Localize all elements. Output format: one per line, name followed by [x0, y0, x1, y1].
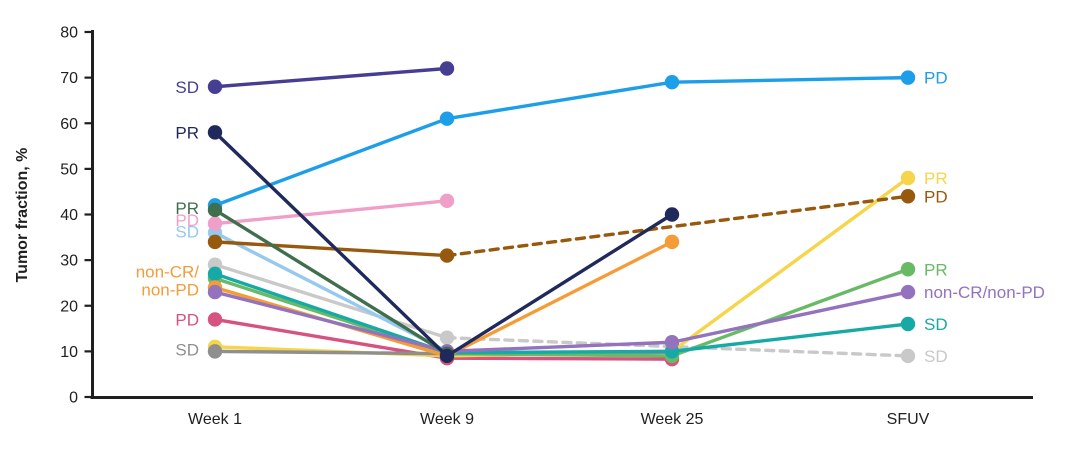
- series-line: [213, 66, 449, 89]
- x-axis-tick-label: Week 25: [641, 411, 704, 428]
- data-point: [900, 189, 916, 204]
- series-line: [445, 356, 674, 361]
- data-point: [439, 348, 455, 364]
- series-pd-brown: [207, 189, 916, 263]
- axes: 0 10 20 30 40 50 60 70 80 Week 1 Week 9 Week 25 SFUV…: [14, 25, 1033, 428]
- data-point: [900, 70, 916, 85]
- series-line: [445, 349, 674, 355]
- series-line: [670, 267, 910, 358]
- data-point: [664, 335, 680, 350]
- series-right-label: PD: [924, 69, 948, 88]
- series-left-label: PD: [175, 310, 199, 329]
- series-pr-navy: [207, 125, 680, 364]
- data-point: [439, 111, 455, 126]
- y-axis-tick-label: 30: [60, 253, 78, 270]
- series-line: [213, 116, 449, 208]
- series-line: [213, 262, 449, 340]
- series-right-label: non-CR/non-PD: [924, 283, 1045, 302]
- data-point: [664, 234, 680, 250]
- data-point: [664, 207, 680, 222]
- series-right-label: PR: [924, 260, 948, 279]
- y-axis-tick-label: 70: [60, 70, 78, 87]
- y-axis-tick-label: 50: [60, 161, 78, 178]
- y-axis-tick-label: 40: [60, 207, 78, 224]
- series-pd-pink: [207, 193, 455, 231]
- data-point: [207, 125, 223, 140]
- y-axis-title: Tumor fraction, %: [14, 148, 31, 283]
- data-point: [207, 266, 223, 282]
- series-right-label: PD: [924, 187, 948, 206]
- series-line: [670, 75, 910, 84]
- data-point: [900, 348, 916, 364]
- y-axis-tick-label: 80: [60, 25, 78, 42]
- series-line: [213, 208, 449, 356]
- data-point: [207, 234, 223, 250]
- series-left-label: PD: [175, 211, 199, 230]
- data-point: [207, 312, 223, 327]
- data-point: [664, 74, 680, 90]
- data-point: [900, 316, 916, 332]
- data-point: [900, 284, 916, 300]
- series-left-label: SD: [175, 78, 199, 97]
- series-right-label: SD: [924, 315, 948, 334]
- series-line: [213, 130, 449, 358]
- series-line: [445, 340, 674, 354]
- series-right-label: SD: [924, 347, 948, 366]
- series-left-label: non-CR/non-PD: [136, 262, 200, 299]
- data-point: [900, 170, 916, 186]
- data-point: [439, 330, 455, 345]
- data-point: [900, 262, 916, 277]
- series-noncr-nonpd-purple: [207, 284, 916, 359]
- series-pd-blue: [207, 70, 916, 213]
- data-point: [207, 202, 223, 218]
- series-line: [445, 80, 674, 121]
- series-left-label: SD: [175, 222, 199, 241]
- series-line: [213, 199, 449, 226]
- data-point: [207, 344, 223, 359]
- x-axis-tick-label: Week 1: [188, 411, 242, 428]
- data-point: [439, 61, 455, 76]
- series-left-label: PR: [175, 123, 199, 142]
- series-line: [445, 212, 674, 358]
- data-point: [207, 216, 223, 231]
- data-point: [207, 284, 223, 300]
- y-axis-tick-label: 10: [60, 344, 78, 361]
- series-line: [213, 272, 449, 355]
- series-left-label: SD: [175, 341, 199, 360]
- y-axis-tick-label: 60: [60, 116, 78, 133]
- y-axis-tick-label: 0: [69, 390, 78, 407]
- series-line: [213, 290, 449, 354]
- x-axis-tick-label: SFUV: [887, 411, 930, 428]
- series-sd-indigo: [207, 61, 455, 94]
- series-line: [213, 349, 449, 356]
- series-line: [445, 194, 910, 258]
- x-axis-tick-label: Week 9: [420, 411, 474, 428]
- series-line: [213, 240, 449, 258]
- y-axis-tick-label: 20: [60, 298, 78, 315]
- series-line: [670, 322, 910, 354]
- data-point: [207, 79, 223, 94]
- series-right-label: PR: [924, 169, 948, 188]
- data-point: [439, 193, 455, 209]
- series-line: [670, 176, 910, 354]
- series-left-label: PR: [175, 199, 199, 218]
- series-line: [670, 290, 910, 344]
- data-point: [439, 248, 455, 263]
- series-line: [445, 240, 674, 358]
